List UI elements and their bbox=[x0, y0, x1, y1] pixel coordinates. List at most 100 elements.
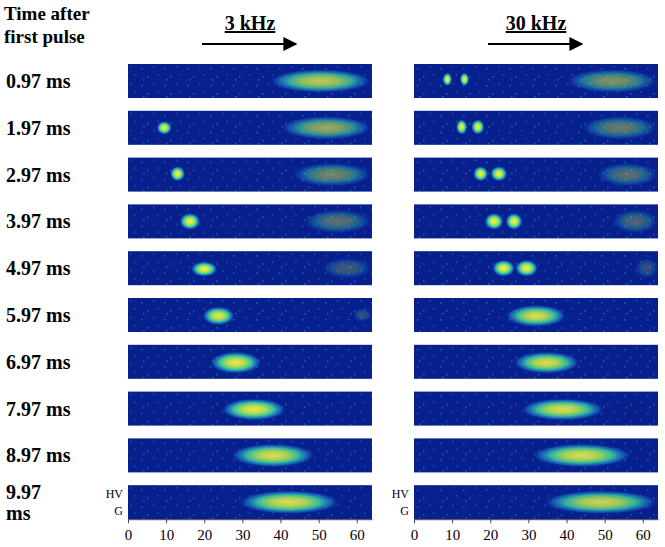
ion-cloud bbox=[506, 305, 567, 327]
background-noise bbox=[128, 251, 372, 285]
ion-cloud bbox=[322, 258, 372, 278]
x-axis: 0102030405060 bbox=[125, 519, 373, 543]
image-panel bbox=[414, 111, 658, 145]
ion-cloud bbox=[157, 121, 172, 135]
ion-clouds bbox=[544, 490, 658, 514]
background-noise bbox=[128, 64, 372, 98]
tick: 50 bbox=[598, 519, 613, 543]
ion-clouds bbox=[221, 398, 286, 420]
figure: Time afterfirst pulse0.97 ms1.97 ms2.97 … bbox=[0, 0, 665, 547]
ion-cloud bbox=[456, 119, 467, 134]
direction-arrow bbox=[488, 43, 582, 45]
ion-cloud bbox=[635, 258, 658, 278]
ion-cloud bbox=[221, 398, 286, 420]
background-noise bbox=[414, 111, 658, 145]
background-noise bbox=[414, 438, 658, 472]
ion-clouds bbox=[492, 258, 658, 278]
background-noise bbox=[128, 345, 372, 379]
ion-cloud bbox=[612, 210, 658, 234]
image-panel bbox=[414, 251, 658, 285]
ion-cloud bbox=[239, 490, 340, 514]
ion-cloud bbox=[492, 260, 515, 277]
ion-cloud bbox=[170, 166, 185, 181]
panel-background bbox=[414, 158, 658, 192]
ion-cloud bbox=[281, 116, 373, 140]
ion-clouds bbox=[210, 352, 261, 374]
panel-background bbox=[414, 204, 658, 238]
tick-label: 60 bbox=[350, 527, 365, 543]
panel-background bbox=[128, 298, 372, 332]
ion-cloud bbox=[521, 398, 605, 420]
tick-label: 60 bbox=[636, 527, 651, 543]
image-panel bbox=[128, 438, 372, 472]
ion-cloud bbox=[210, 352, 261, 374]
panel-background bbox=[128, 64, 372, 98]
background-noise bbox=[414, 298, 658, 332]
panel-background bbox=[414, 485, 658, 519]
tick-label: 0 bbox=[125, 527, 133, 543]
tick-label: 10 bbox=[159, 527, 174, 543]
tick: 30 bbox=[521, 519, 536, 543]
background-noise bbox=[414, 251, 658, 285]
row-label: 2.97 ms bbox=[6, 164, 71, 186]
ion-clouds bbox=[239, 490, 340, 514]
image-panel bbox=[128, 111, 372, 145]
panel-background bbox=[414, 251, 658, 285]
ion-clouds bbox=[179, 210, 372, 234]
image-panel bbox=[128, 64, 372, 98]
panel-column: 30 kHzHVG0102030405060 bbox=[392, 12, 659, 543]
image-panel bbox=[414, 345, 658, 379]
tick-mark bbox=[319, 519, 320, 523]
title: 30 kHz bbox=[506, 12, 567, 34]
background-noise bbox=[128, 392, 372, 426]
tick-mark bbox=[605, 519, 606, 523]
ion-cloud bbox=[473, 166, 488, 181]
tick-mark bbox=[528, 519, 529, 523]
image-panel bbox=[414, 298, 658, 332]
tick: 20 bbox=[197, 519, 212, 543]
background-noise bbox=[414, 158, 658, 192]
ion-cloud bbox=[544, 490, 658, 514]
ion-clouds bbox=[231, 444, 315, 468]
background-noise bbox=[414, 345, 658, 379]
panel-background bbox=[128, 345, 372, 379]
background-noise bbox=[128, 298, 372, 332]
electrode-label: G bbox=[400, 504, 409, 518]
tick: 60 bbox=[350, 519, 365, 543]
electrode-label: G bbox=[114, 504, 123, 518]
panel-background bbox=[128, 251, 372, 285]
background-noise bbox=[128, 438, 372, 472]
ion-clouds bbox=[521, 398, 605, 420]
ion-clouds bbox=[506, 305, 567, 327]
panel-background bbox=[414, 392, 658, 426]
image-panel bbox=[414, 64, 658, 98]
row-label: 0.97 ms bbox=[6, 70, 71, 92]
tick-label: 30 bbox=[521, 527, 536, 543]
tick: 0 bbox=[411, 519, 419, 543]
image-panel: HVG0102030405060 bbox=[106, 485, 373, 543]
image-panel bbox=[128, 204, 372, 238]
ion-cloud bbox=[191, 261, 218, 276]
row-label: 9.97ms bbox=[6, 481, 41, 524]
ion-clouds bbox=[456, 116, 658, 140]
electrode-label: HV bbox=[392, 487, 410, 501]
tick-mark bbox=[204, 519, 205, 523]
tick-label: 40 bbox=[560, 527, 575, 543]
tick-label: 40 bbox=[274, 527, 289, 543]
ion-cloud bbox=[292, 163, 372, 187]
ion-cloud bbox=[506, 213, 523, 230]
ion-clouds bbox=[269, 69, 372, 93]
ion-clouds bbox=[485, 210, 658, 234]
tick-mark bbox=[567, 519, 568, 523]
tick-mark bbox=[452, 519, 453, 523]
tick-mark bbox=[281, 519, 282, 523]
image-panel bbox=[128, 251, 372, 285]
image-panel bbox=[414, 438, 658, 472]
ion-clouds bbox=[170, 163, 372, 187]
panel-background bbox=[414, 345, 658, 379]
image-panel: HVG0102030405060 bbox=[392, 485, 659, 543]
ion-cloud bbox=[485, 213, 504, 230]
row-title: Time afterfirst pulse bbox=[4, 3, 90, 47]
panel-background bbox=[128, 111, 372, 145]
tick-label: 30 bbox=[235, 527, 250, 543]
